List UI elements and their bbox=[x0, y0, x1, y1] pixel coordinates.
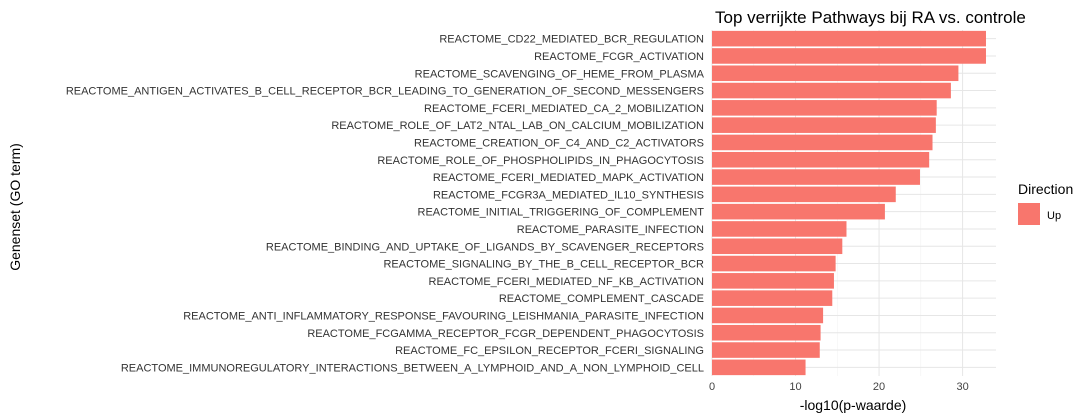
category-label: REACTOME_FCERI_MEDIATED_NF_KB_ACTIVATION bbox=[429, 276, 705, 288]
bar bbox=[712, 100, 937, 116]
category-label: REACTOME_FC_EPSILON_RECEPTOR_FCERI_SIGNA… bbox=[395, 345, 704, 357]
category-label: REACTOME_BINDING_AND_UPTAKE_OF_LIGANDS_B… bbox=[266, 241, 704, 253]
category-label: REACTOME_FCGR_ACTIVATION bbox=[534, 51, 704, 63]
bar bbox=[712, 169, 920, 185]
x-tick-label: 0 bbox=[709, 381, 715, 393]
category-label: REACTOME_FCGAMMA_RECEPTOR_FCGR_DEPENDENT… bbox=[307, 328, 704, 340]
bar bbox=[712, 117, 936, 133]
bar bbox=[712, 290, 833, 306]
bar bbox=[712, 238, 843, 255]
category-label: REACTOME_PARASITE_INFECTION bbox=[517, 224, 704, 236]
y-axis-title: Genenset (GO term) bbox=[7, 143, 23, 271]
category-label: REACTOME_ANTIGEN_ACTIVATES_B_CELL_RECEPT… bbox=[66, 86, 704, 98]
bar bbox=[712, 48, 986, 64]
x-tick-label: 10 bbox=[789, 381, 801, 393]
category-label: REACTOME_CD22_MEDIATED_BCR_REGULATION bbox=[439, 34, 704, 46]
legend-label-up: Up bbox=[1047, 210, 1061, 222]
bar bbox=[712, 221, 847, 237]
legend-title: Direction bbox=[1018, 181, 1073, 197]
bar bbox=[712, 342, 820, 358]
category-label: REACTOME_COMPLEMENT_CASCADE bbox=[499, 293, 704, 305]
category-label: REACTOME_FCERI_MEDIATED_CA_2_MOBILIZATIO… bbox=[424, 103, 704, 115]
bars bbox=[712, 30, 986, 376]
category-label: REACTOME_ROLE_OF_PHOSPHOLIPIDS_IN_PHAGOC… bbox=[377, 155, 704, 167]
bar bbox=[712, 134, 933, 151]
legend: Direction Up bbox=[1018, 181, 1073, 225]
bar bbox=[712, 273, 834, 289]
category-label: REACTOME_CREATION_OF_C4_AND_C2_ACTIVATOR… bbox=[414, 137, 704, 149]
category-label: REACTOME_FCGR3A_MEDIATED_IL10_SYNTHESIS bbox=[433, 189, 704, 201]
x-axis-title: -log10(p-waarde) bbox=[800, 397, 907, 413]
grid-lines bbox=[711, 30, 996, 376]
bar bbox=[712, 65, 959, 82]
category-label: REACTOME_IMMUNOREGULATORY_INTERACTIONS_B… bbox=[121, 362, 704, 374]
category-labels: REACTOME_CD22_MEDIATED_BCR_REGULATION REA… bbox=[66, 34, 705, 375]
bar bbox=[712, 82, 951, 99]
category-label: REACTOME_ANTI_INFLAMMATORY_RESPONSE_FAVO… bbox=[183, 310, 704, 322]
category-label: REACTOME_INITIAL_TRIGGERING_OF_COMPLEMEN… bbox=[418, 207, 705, 219]
bar bbox=[712, 151, 930, 168]
x-tick-labels: 0 10 20 30 bbox=[709, 381, 969, 393]
category-label: REACTOME_SIGNALING_BY_THE_B_CELL_RECEPTO… bbox=[383, 259, 704, 271]
bar bbox=[712, 324, 821, 341]
bar bbox=[712, 359, 806, 376]
bar bbox=[712, 186, 896, 203]
bar bbox=[712, 307, 824, 324]
bar bbox=[712, 203, 885, 220]
category-label: REACTOME_ROLE_OF_LAT2_NTAL_LAB_ON_CALCIU… bbox=[331, 120, 704, 132]
bar bbox=[712, 30, 986, 47]
category-label: REACTOME_FCERI_MEDIATED_MAPK_ACTIVATION bbox=[433, 172, 704, 184]
category-label: REACTOME_SCAVENGING_OF_HEME_FROM_PLASMA bbox=[415, 68, 705, 80]
x-tick-label: 20 bbox=[873, 381, 885, 393]
chart-title: Top verrijkte Pathways bij RA vs. contro… bbox=[715, 8, 1026, 27]
bar bbox=[712, 255, 836, 272]
legend-key-up bbox=[1018, 203, 1040, 225]
x-tick-label: 30 bbox=[956, 381, 968, 393]
